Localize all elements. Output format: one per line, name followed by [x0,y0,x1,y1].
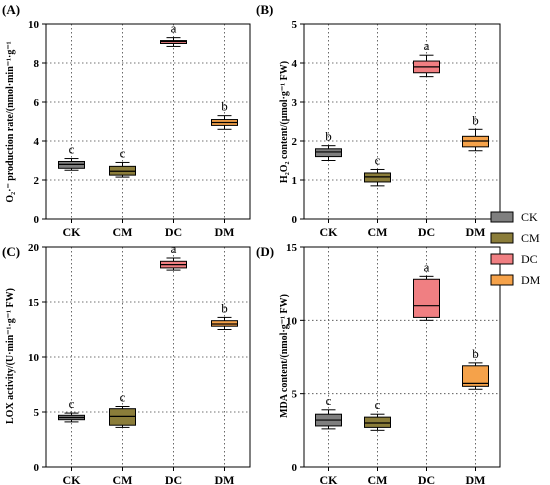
panel-a-box-cm: c [109,145,136,178]
panel-c-ytick-label: 5 [34,407,40,419]
panel-b-ytick-label: 3 [292,97,298,109]
panel-a-box-dc: a [160,21,187,47]
significance-letter: a [424,38,430,53]
legend-label-dc: DC [521,252,538,266]
panel-c-box-ck: c [58,396,85,423]
panel-a-box-dm: b [211,99,238,130]
panel-d-xtick-label: DM [466,473,486,485]
significance-letter: b [472,112,479,127]
box-iqr [364,416,391,428]
panel-d-ytick-label: 0 [292,462,298,474]
panel-a-ytick-label: 2 [34,175,40,187]
panel-a-xtick-label: DM [215,225,235,239]
significance-letter: c [375,397,381,412]
panel-a-xtick-label: CM [113,225,133,239]
significance-letter: c [326,393,332,408]
panel-c-box-cm: c [109,390,136,428]
panel-b-title: (B) [256,2,273,17]
legend-label-ck: CK [521,210,538,224]
significance-letter: b [221,99,228,114]
panel-c-xtick-label: DC [165,473,182,485]
panel-c: (C) LOX activity/(U·min⁻¹·g⁻¹ FW) 0 5 10 15… [2,241,251,485]
significance-letter: c [69,396,75,411]
panel-b: (B) H₂O₂ content/(μmol·g⁻¹ FW) 0 1 2 3 4 5 CK C… [256,2,501,239]
panel-b-ytick-label: 5 [292,19,298,31]
panel-d-xtick-label: CM [368,473,388,485]
panel-c-xtick-label: DM [215,473,235,485]
box-iqr [315,148,342,158]
panel-a: (A) O₂·⁻ production rate/(nmol·min⁻¹·g⁻¹… [2,2,251,239]
panel-a-title: (A) [2,2,20,17]
panel-b-ytick-label: 2 [292,136,298,148]
panel-c-xtick-label: CK [63,473,82,485]
panel-b-box-dm: b [462,112,489,152]
significance-letter: a [424,259,430,274]
panel-c-box-dm: b [211,300,238,330]
panel-c-ylabel: LOX activity/(U·min⁻¹·g⁻¹ FW) [5,288,16,424]
panel-b-box-dc: a [413,38,440,78]
panel-d-frame [303,246,501,468]
significance-letter: b [472,346,479,361]
panel-b-box-ck: b [315,129,342,161]
panel-a-xtick-label: DC [165,225,182,239]
panel-c-ytick-label: 15 [28,297,40,309]
panel-d-ytick-label: 15 [286,242,298,254]
panel-a-ytick-label: 0 [34,214,40,226]
panel-c-ytick-label: 20 [28,242,40,254]
panel-d-box-dm: b [462,346,489,390]
panel-d-box-ck: c [315,393,342,430]
panel-a-ytick-label: 10 [28,19,40,31]
panel-b-ytick-label: 4 [292,58,298,70]
panel-b-xtick-label: DM [466,225,486,239]
panel-d-xtick-label: DC [418,473,435,485]
panel-d-title: (D) [256,244,274,259]
panel-b-ylabel: H₂O₂ content/(μmol·g⁻¹ FW) [279,61,290,183]
panel-b-xtick-label: CK [320,225,339,239]
significance-letter: a [171,21,177,36]
panel-b-xtick-label: DC [418,225,435,239]
panel-c-title: (C) [2,244,20,259]
panel-c-xtick-label: CM [113,473,133,485]
legend-swatch-cm [490,232,514,244]
panel-b-box-cm: c [364,152,391,187]
significance-letter: c [375,152,381,167]
legend: CK CM DC DM [490,210,541,287]
panel-a-ylabel: O₂·⁻ production rate/(nmol·min⁻¹·g⁻¹ [5,41,16,202]
legend-swatch-dm [490,274,514,286]
legend-label-cm: CM [521,231,540,245]
panel-a-ytick-label: 8 [34,58,40,70]
panel-a-xtick-label: CK [63,225,82,239]
panel-d-ytick-label: 5 [292,389,298,401]
legend-label-dm: DM [521,273,541,287]
panel-c-ytick-label: 0 [34,462,40,474]
panel-c-box-dc: a [160,241,187,271]
legend-swatch-dc [490,253,514,265]
significance-letter: a [171,241,177,256]
panel-b-ytick-label: 0 [292,214,298,226]
panel-d-ytick-label: 10 [286,315,298,327]
box-iqr [413,278,440,318]
significance-letter: c [120,145,126,160]
panel-d-xtick-label: CK [320,473,339,485]
significance-letter: b [221,300,228,315]
panel-a-frame [45,23,251,220]
significance-letter: c [69,142,75,157]
panel-d-ylabel: MDA content/(nmol·g⁻¹ FW) [279,294,290,418]
panel-d-box-dc: a [413,259,440,321]
significance-letter: c [120,390,126,405]
panel-b-ytick-label: 1 [292,175,298,187]
panel-a-box-ck: c [58,142,85,171]
panel-a-ytick-label: 6 [34,97,40,109]
panel-b-xtick-label: CM [368,225,388,239]
panel-d: (D) MDA content/(nmol·g⁻¹ FW) 0 5 10 15 CK CM… [256,242,501,485]
panel-d-box-cm: c [364,397,391,431]
panel-b-frame [303,23,501,220]
legend-swatch-ck [490,211,514,223]
panel-a-ytick-label: 4 [34,136,40,148]
significance-letter: b [325,129,332,144]
panel-c-ytick-label: 10 [28,352,40,364]
box-iqr [462,365,489,387]
